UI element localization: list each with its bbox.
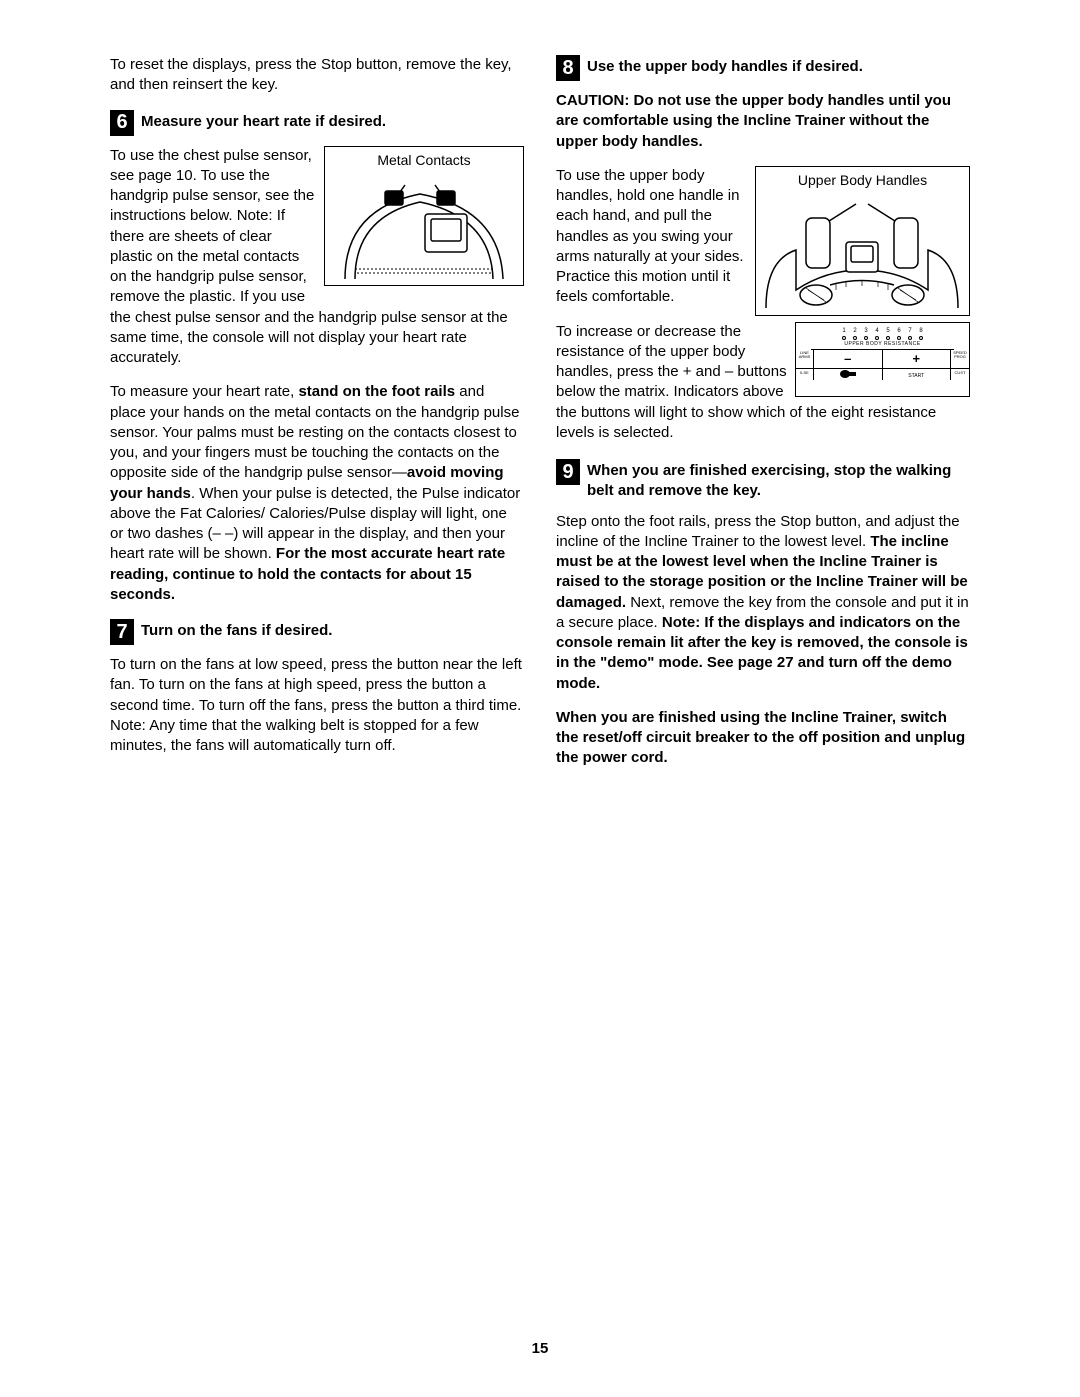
upper-body-handles-figure: Upper Body Handles — [755, 166, 970, 316]
step-7-body: To turn on the fans at low speed, press … — [110, 655, 524, 756]
step-8-header: 8 Use the upper body handles if desired. — [556, 55, 970, 81]
step-number-badge: 8 — [556, 55, 580, 81]
step-6-title: Measure your heart rate if desired. — [141, 110, 386, 132]
figure-label: Metal Contacts — [325, 147, 523, 170]
step-7-header: 7 Turn on the fans if desired. — [110, 619, 524, 645]
upper-body-handles-illustration — [756, 190, 967, 310]
intro-paragraph: To reset the displays, press the Stop bu… — [110, 55, 524, 96]
step-9-body: Step onto the foot rails, press the Stop… — [556, 512, 970, 769]
two-column-layout: To reset the displays, press the Stop bu… — [110, 55, 970, 783]
step-6-para-2: To measure your heart rate, stand on the… — [110, 382, 524, 605]
right-column: 8 Use the upper body handles if desired.… — [556, 55, 970, 783]
step-number-badge: 7 — [110, 619, 134, 645]
step-number-badge: 6 — [110, 110, 134, 136]
minus-button: – — [814, 350, 883, 368]
page-number: 15 — [0, 1339, 1080, 1359]
step-7-para-1: To turn on the fans at low speed, press … — [110, 655, 524, 756]
step-8-title: Use the upper body handles if desired. — [587, 55, 863, 77]
step-9-header: 9 When you are finished exercising, stop… — [556, 459, 970, 502]
step-9-title: When you are finished exercising, stop t… — [587, 459, 970, 502]
indicator-row: 1 2 3 4 5 6 7 8 — [796, 323, 969, 340]
step-7-title: Turn on the fans if desired. — [141, 619, 332, 641]
step-number-badge: 9 — [556, 459, 580, 485]
step-8-caution: CAUTION: Do not use the upper body handl… — [556, 91, 970, 152]
step-9-para-2: When you are finished using the Incline … — [556, 708, 970, 769]
manual-page: To reset the displays, press the Stop bu… — [0, 0, 1080, 1397]
key-icon — [839, 369, 857, 379]
console-panel-figure: 1 2 3 4 5 6 7 8 UPPER BODY RESISTANCE LI… — [795, 322, 970, 397]
start-label: START — [883, 369, 952, 380]
metal-contacts-illustration — [325, 169, 521, 281]
heart-rate-figure: Metal Contacts — [324, 146, 524, 286]
resistance-label: UPPER BODY RESISTANCE — [811, 341, 954, 351]
plus-button: + — [883, 350, 952, 368]
step-8-body: CAUTION: Do not use the upper body handl… — [556, 91, 970, 457]
step-9-para-1: Step onto the foot rails, press the Stop… — [556, 512, 970, 694]
left-column: To reset the displays, press the Stop bu… — [110, 55, 524, 783]
step-6-body: Metal Contacts — [110, 146, 524, 606]
step-6-header: 6 Measure your heart rate if desired. — [110, 110, 524, 136]
figure-label: Upper Body Handles — [756, 167, 969, 190]
